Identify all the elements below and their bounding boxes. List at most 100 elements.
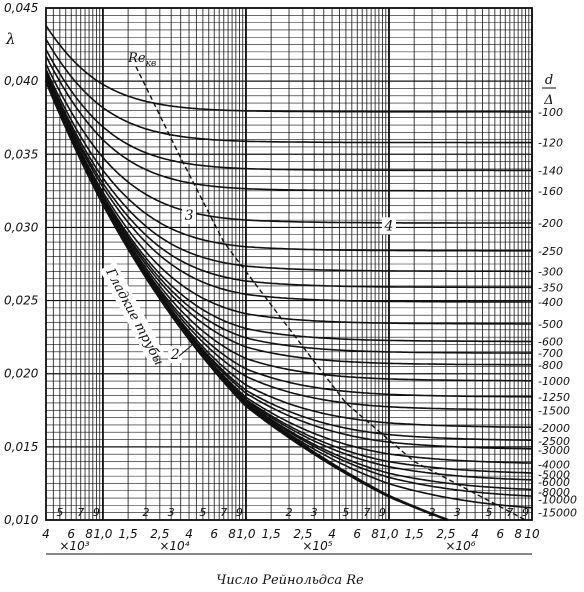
- roughness-curve-350: [45, 73, 532, 289]
- right-tick-label: -1000: [538, 375, 570, 388]
- major-tick-label: 8: [371, 527, 379, 541]
- annotation-leader: [178, 341, 197, 357]
- major-tick-label: 4: [42, 527, 50, 541]
- major-tick-label: 6: [210, 527, 218, 541]
- right-tick-label: -15000: [538, 507, 577, 520]
- right-tick-label: -600: [538, 336, 563, 349]
- y-tick-label: 0,030: [4, 220, 39, 234]
- minor-tick-label: 5: [342, 506, 349, 519]
- right-tick-label: -2000: [538, 422, 570, 435]
- plot-curves: [44, 25, 533, 522]
- minor-tick-label: 7: [363, 506, 370, 519]
- plot-frame: [45, 7, 533, 521]
- y-axis-label: λ: [5, 30, 16, 48]
- major-tick-label: 1,5: [405, 527, 424, 541]
- annotation-zone-2: 2: [170, 347, 180, 363]
- roughness-curve-100: [45, 25, 532, 113]
- y-tick-label: 0,045: [4, 1, 38, 15]
- right-tick-label: -350: [538, 281, 563, 294]
- recr-boundary-curve: [135, 66, 526, 521]
- y-tick-label: 0,035: [4, 147, 38, 161]
- minor-tick-label: 7: [506, 506, 513, 519]
- minor-tick-label: 5: [199, 506, 206, 519]
- minor-tick-label: 2: [286, 506, 293, 519]
- right-tick-label: -300: [538, 265, 563, 278]
- roughness-curve-600: [45, 77, 532, 343]
- y-axis-title: λ: [5, 30, 16, 48]
- roughness-curve-500: [45, 76, 532, 325]
- annotation-backdrop: [99, 261, 165, 362]
- y-tick-label: 0,040: [4, 74, 39, 88]
- roughness-curve-300: [45, 71, 532, 273]
- minor-tick-label: 7: [220, 506, 227, 519]
- roughness-curve-140: [45, 49, 532, 172]
- minor-tick-label: 9: [379, 506, 386, 519]
- minor-tick-label: 7: [77, 506, 84, 519]
- minor-tick-label: 5: [485, 506, 492, 519]
- right-tick-label: -200: [538, 217, 563, 230]
- annotation-backdrop: [168, 346, 183, 364]
- right-tick-label: -6000: [538, 476, 570, 489]
- y-tick-label: 0,020: [4, 367, 39, 381]
- right-tick-label: -4000: [538, 458, 570, 471]
- minor-tick-label: 3: [454, 506, 461, 519]
- right-tick-label: -10000: [538, 494, 577, 507]
- roughness-curve-250: [45, 68, 532, 252]
- major-tick-label: 2,5: [436, 527, 455, 541]
- annotation-subscript: кв: [146, 59, 157, 69]
- major-tick-label: 6: [496, 527, 504, 541]
- major-tick-label: 1,0: [379, 527, 398, 541]
- right-tick-label: -140: [538, 164, 563, 177]
- roughness-curve-700: [45, 78, 532, 354]
- right-tick-label: -800: [538, 359, 563, 372]
- right-tick-label: -400: [538, 296, 563, 309]
- right-tick-label: -700: [538, 347, 563, 360]
- minor-tick-label: 2: [429, 506, 436, 519]
- roughness-curve-800: [45, 78, 533, 366]
- right-tick-label: -2500: [538, 435, 570, 448]
- y-tick-label: 0,025: [4, 294, 38, 308]
- major-tick-label: 4: [185, 527, 193, 541]
- right-axis-title: d Δ: [542, 73, 556, 108]
- right-tick-label: -5000: [538, 469, 570, 482]
- decade-multiplier: ×10³: [59, 539, 89, 553]
- right-axis-title-bottom: Δ: [543, 93, 553, 108]
- right-tick-label: -1500: [538, 404, 570, 417]
- major-tick-label: 8: [228, 527, 236, 541]
- roughness-curve-120: [45, 38, 532, 144]
- y-tick-label: 0,015: [4, 440, 38, 454]
- major-tick-label: 2,5: [150, 527, 169, 541]
- roughness-curve-1000: [45, 79, 532, 382]
- roughness-curve-200: [45, 63, 532, 224]
- minor-tick-label: 3: [311, 506, 318, 519]
- annotation-backdrop: [381, 217, 396, 235]
- annotation-zone-3: 3: [185, 208, 194, 224]
- major-tick-label: 10: [524, 527, 540, 541]
- major-tick-label: 1,0: [93, 527, 112, 541]
- decade-multiplier: ×10⁵: [302, 539, 332, 553]
- right-tick-label: -160: [538, 185, 563, 198]
- major-tick-label: 8: [514, 527, 522, 541]
- annotation-backdrop: [182, 207, 197, 225]
- minor-tick-label: 9: [522, 506, 529, 519]
- x-axis-label: Число Рейнольдса Re: [216, 573, 364, 588]
- roughness-curve-400: [45, 75, 532, 303]
- minor-tick-label: 3: [168, 506, 175, 519]
- right-tick-label: -120: [538, 137, 563, 150]
- roughness-curve-160: [45, 55, 532, 192]
- major-tick-label: 1,5: [119, 527, 138, 541]
- minor-tick-label: 2: [142, 506, 149, 519]
- y-tick-label: 0,010: [4, 513, 39, 527]
- major-tick-label: 6: [67, 527, 75, 541]
- right-axis-title-top: d: [545, 73, 553, 88]
- right-tick-label: -500: [538, 318, 563, 331]
- major-tick-label: 1,5: [262, 527, 281, 541]
- major-tick-label: 2,5: [293, 527, 312, 541]
- right-tick-label: -3000: [538, 444, 570, 457]
- minor-tick-label: 9: [93, 506, 100, 519]
- minor-tick-label: 9: [236, 506, 243, 519]
- major-tick-label: 4: [328, 527, 336, 541]
- right-tick-label: -250: [538, 245, 563, 258]
- decade-multiplier: ×10⁴: [159, 539, 189, 553]
